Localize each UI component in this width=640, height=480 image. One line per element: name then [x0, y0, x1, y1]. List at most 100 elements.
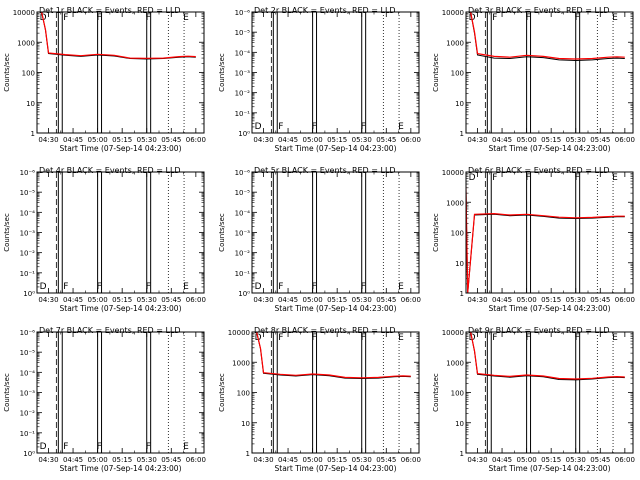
- y-tick-label: 100: [22, 70, 35, 78]
- x-tick-label: 04:45: [492, 136, 512, 144]
- x-tick-label: 05:15: [327, 136, 347, 144]
- x-axis-label: Start Time (07-Sep-14 04:23:00): [60, 464, 182, 473]
- events-series-line: [470, 12, 625, 62]
- y-tick-label: 10⁻⁶: [20, 169, 36, 177]
- y-tick-label: 10⁻⁶: [20, 329, 36, 337]
- y-tick-label: 10⁻¹: [20, 270, 36, 278]
- x-tick-label: 05:15: [112, 136, 132, 144]
- lld-series-line: [41, 12, 196, 59]
- x-tick-label: 04:30: [38, 296, 58, 304]
- y-tick-label: 10⁻²: [20, 250, 36, 258]
- x-tick-label: 04:45: [278, 296, 298, 304]
- panel-det-6r: Det 6r BLACK = Events, RED = LLD Counts/s…: [432, 166, 635, 313]
- y-tick-label: 1: [246, 450, 250, 458]
- plot-frame: [36, 171, 205, 294]
- x-tick-label: 05:30: [137, 456, 157, 464]
- marker-label: F: [361, 122, 366, 132]
- x-axis-label: Start Time (07-Sep-14 04:23:00): [275, 464, 397, 473]
- y-tick-label: 1000: [17, 39, 35, 47]
- x-axis-label: Start Time (07-Sep-14 04:23:00): [489, 464, 611, 473]
- x-tick-label: 06:00: [401, 136, 421, 144]
- marker-label: F: [146, 442, 151, 452]
- y-axis-label: Counts/sec: [218, 53, 226, 92]
- panel-det-1r: Det 1r BLACK = Events, RED = LLD Counts/s…: [3, 6, 206, 153]
- plot-frame: [465, 171, 634, 294]
- y-tick-label: 10⁻¹: [235, 110, 251, 118]
- y-tick-label: 10⁻³: [235, 70, 251, 78]
- marker-label: E: [183, 282, 189, 292]
- y-tick-label: 1: [460, 450, 464, 458]
- y-tick-label: 10⁻²: [235, 90, 251, 98]
- lld-series-line: [470, 12, 625, 60]
- y-tick-label: 10⁻²: [20, 410, 36, 418]
- plot-frame: [36, 11, 205, 134]
- y-tick-label: 10: [455, 420, 464, 428]
- x-tick-label: 05:00: [88, 296, 108, 304]
- x-tick-label: 04:30: [38, 456, 58, 464]
- x-axis-label: Start Time (07-Sep-14 04:23:00): [489, 304, 611, 313]
- x-tick-label: 05:45: [590, 296, 610, 304]
- marker-label: D: [255, 122, 262, 132]
- y-tick-label: 10⁰: [238, 130, 250, 138]
- x-tick-label: 05:00: [303, 296, 323, 304]
- x-tick-label: 05:15: [541, 296, 561, 304]
- x-tick-label: 06:00: [401, 296, 421, 304]
- y-tick-label: 10: [455, 100, 464, 108]
- y-axis-label: Counts/sec: [3, 213, 11, 252]
- x-tick-label: 04:30: [467, 296, 487, 304]
- marker-label: D: [469, 173, 476, 183]
- y-axis-label: Counts/sec: [218, 373, 226, 412]
- y-tick-label: 10: [241, 420, 250, 428]
- panel-det-5r: Det 5r BLACK = Events, RED = LLD Counts/s…: [218, 166, 421, 313]
- y-tick-label: 1000: [232, 359, 250, 367]
- plot-frame: [465, 11, 634, 134]
- marker-label: F: [97, 13, 102, 23]
- x-axis-label: Start Time (07-Sep-14 04:23:00): [60, 304, 182, 313]
- x-tick-label: 05:45: [161, 456, 181, 464]
- x-tick-label: 05:30: [566, 296, 586, 304]
- panel-det-3r: Det 3r BLACK = Events, RED = LLD Counts/s…: [432, 6, 635, 153]
- x-tick-label: 04:45: [278, 136, 298, 144]
- y-tick-label: 1000: [446, 199, 464, 207]
- x-tick-label: 05:00: [303, 456, 323, 464]
- y-tick-label: 1000: [446, 39, 464, 47]
- x-tick-label: 05:15: [541, 456, 561, 464]
- y-tick-label: 100: [451, 230, 464, 238]
- x-tick-label: 05:00: [303, 136, 323, 144]
- y-tick-label: 10⁻⁴: [20, 369, 36, 377]
- marker-label: F: [97, 442, 102, 452]
- x-tick-label: 05:15: [112, 296, 132, 304]
- panel-title: Det 2r BLACK = Events, RED = LLD: [254, 6, 396, 15]
- x-tick-label: 06:00: [186, 456, 206, 464]
- marker-label: F: [63, 442, 68, 452]
- y-tick-label: 10⁻⁴: [20, 209, 36, 217]
- y-tick-label: 1: [31, 130, 35, 138]
- y-tick-label: 10⁻⁴: [235, 209, 251, 217]
- y-axis-label: Counts/sec: [432, 213, 440, 252]
- y-tick-label: 100: [451, 70, 464, 78]
- marker-label: F: [526, 173, 531, 183]
- x-tick-label: 06:00: [186, 296, 206, 304]
- x-tick-label: 04:30: [467, 136, 487, 144]
- y-tick-label: 10⁻¹: [20, 430, 36, 438]
- panel-title: Det 8r BLACK = Events, RED = LLD: [254, 326, 396, 335]
- x-tick-label: 05:30: [566, 456, 586, 464]
- x-tick-label: 06:00: [186, 136, 206, 144]
- x-tick-label: 05:45: [376, 296, 396, 304]
- y-axis-label: Counts/sec: [3, 373, 11, 412]
- y-tick-label: 10000: [442, 329, 464, 337]
- panel-det-9r: Det 9r BLACK = Events, RED = LLD Counts/s…: [432, 326, 635, 473]
- marker-label: F: [492, 333, 497, 343]
- x-tick-label: 04:30: [467, 456, 487, 464]
- marker-label: F: [575, 173, 580, 183]
- panel-det-7r: Det 7r BLACK = Events, RED = LLD Counts/s…: [3, 326, 206, 473]
- x-tick-label: 05:30: [566, 136, 586, 144]
- x-axis-label: Start Time (07-Sep-14 04:23:00): [275, 144, 397, 153]
- x-tick-label: 04:45: [278, 456, 298, 464]
- y-tick-label: 100: [237, 390, 250, 398]
- plot-frame: [251, 171, 420, 294]
- x-tick-label: 05:30: [137, 296, 157, 304]
- y-tick-label: 10: [26, 100, 35, 108]
- marker-label: E: [183, 442, 189, 452]
